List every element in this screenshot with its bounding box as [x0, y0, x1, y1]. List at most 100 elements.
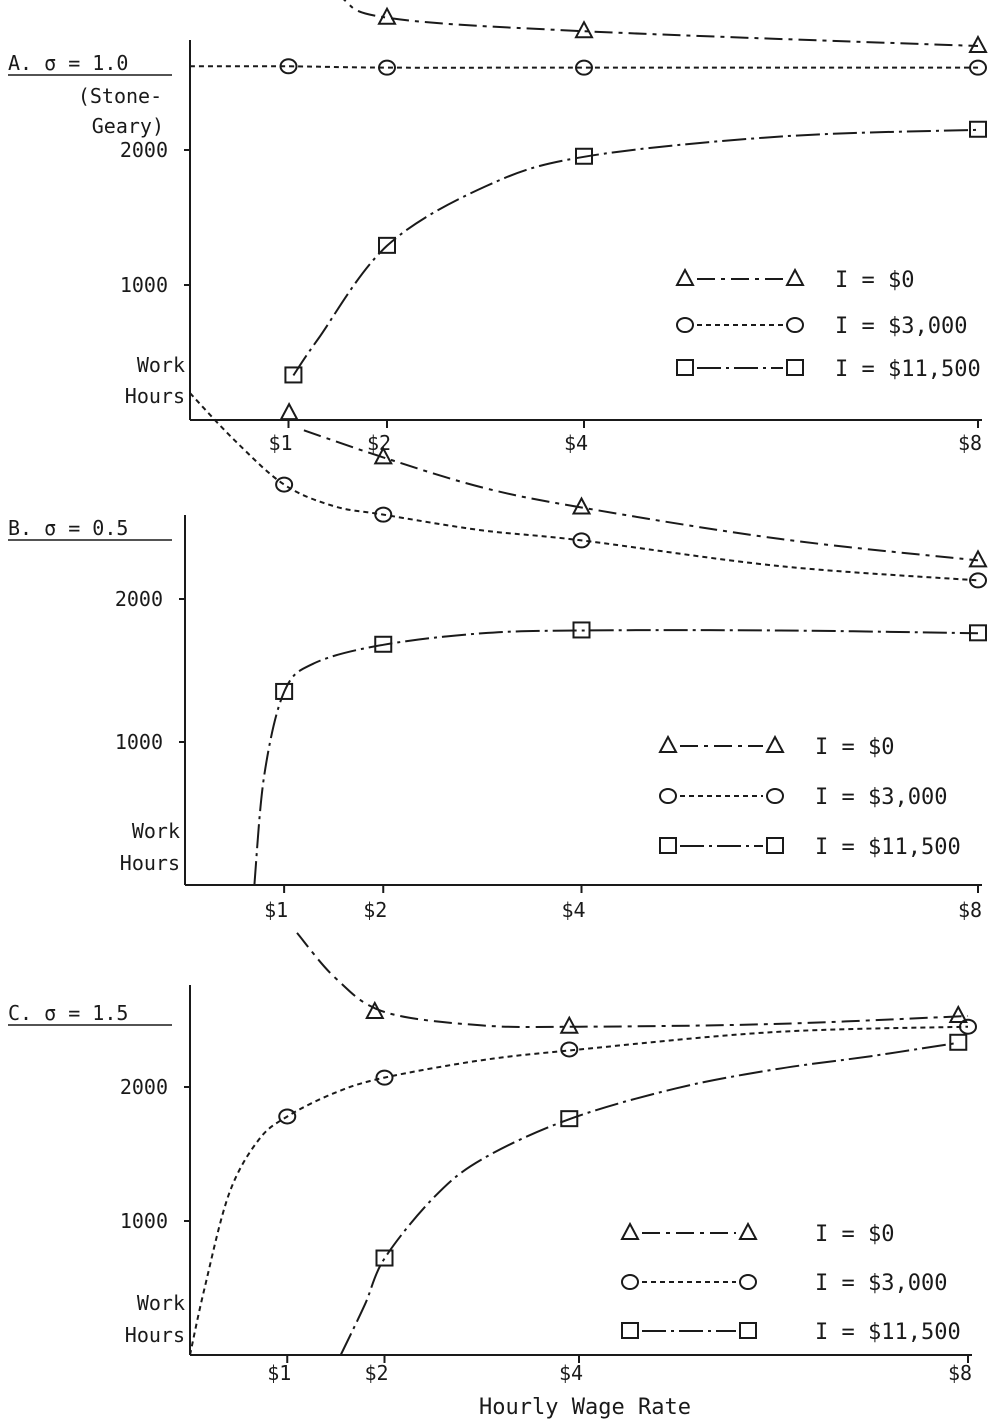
series-I0 — [279, 401, 988, 568]
series-line-I11500 — [339, 1041, 959, 1356]
legend-marker-circle — [621, 1274, 639, 1290]
x-tick-label: $8 — [958, 431, 982, 455]
series-I0 — [296, 932, 969, 1034]
legend-marker-triangle — [738, 1221, 758, 1240]
series-I3000 — [189, 392, 987, 589]
data-point-square — [969, 120, 987, 138]
legend-marker-circle — [786, 317, 804, 333]
series-I3000 — [189, 58, 987, 76]
legend-marker-circle — [676, 317, 694, 333]
legend-marker-triangle — [675, 267, 695, 286]
panel-a: 1000 2000 $1 $2 $4 $8 A. σ = 1.0 (Stone- Geary) W… — [8, 0, 988, 455]
legend-label: I = $11,500 — [815, 1320, 961, 1345]
y-axis-label-line1: Work — [137, 1291, 185, 1315]
data-point-square — [969, 624, 987, 642]
data-point-square — [375, 1249, 394, 1267]
data-point-circle — [275, 476, 294, 493]
legend-marker-square — [739, 1322, 757, 1339]
legend-label: I = $3,000 — [815, 785, 947, 810]
data-point-square — [572, 621, 591, 639]
x-tick-label: $2 — [364, 1361, 388, 1385]
data-point-circle — [969, 59, 987, 76]
data-point-square — [575, 147, 593, 165]
legend-entry-I0: I = $0 — [675, 267, 914, 293]
series-line-I3000 — [189, 65, 978, 69]
series-line-I0 — [342, 0, 979, 47]
data-point-square — [284, 366, 303, 384]
data-point-circle — [374, 506, 393, 523]
data-point-circle — [560, 1041, 579, 1058]
series-line-I0 — [296, 932, 969, 1029]
x-tick-label: $1 — [264, 898, 288, 922]
data-point-circle — [378, 59, 396, 76]
data-point-triangle — [373, 446, 393, 465]
legend-entry-I11500: I = $11,500 — [659, 835, 961, 860]
legend-label: I = $11,500 — [815, 835, 961, 860]
panel-label: B. σ = 0.5 — [8, 516, 128, 540]
data-point-triangle — [559, 1015, 579, 1034]
data-point-square — [275, 682, 294, 700]
data-point-circle — [572, 532, 591, 549]
y-axis-label-line1: Work — [137, 353, 185, 377]
legend-entry-I3000: I = $3,000 — [621, 1271, 947, 1296]
data-point-circle — [575, 59, 593, 76]
legend-marker-square — [786, 359, 804, 376]
y-axis-label-line2: Hours — [125, 384, 185, 408]
data-point-circle — [969, 572, 987, 589]
legend-marker-triangle — [785, 267, 805, 286]
y-tick-label: 2000 — [120, 1075, 168, 1099]
series-line-I11500 — [253, 629, 979, 886]
legend-entry-I0: I = $0 — [620, 1221, 894, 1247]
legend-label: I = $11,500 — [835, 357, 981, 382]
legend-marker-circle — [766, 788, 784, 804]
legend-marker-square — [766, 837, 784, 854]
y-axis-label-line2: Hours — [125, 1323, 185, 1347]
legend-label: I = $0 — [815, 735, 894, 760]
x-tick-label: $2 — [367, 431, 391, 455]
series-line-I3000 — [189, 392, 979, 582]
x-tick-label: $4 — [559, 1361, 583, 1385]
series-I11500 — [284, 120, 987, 384]
legend-marker-square — [621, 1322, 639, 1339]
legend-label: I = $0 — [835, 268, 914, 293]
legend-entry-I11500: I = $11,500 — [676, 357, 981, 382]
x-tick-label: $1 — [267, 1361, 291, 1385]
series-line-I11500 — [292, 128, 979, 376]
panel-label: A. σ = 1.0 — [8, 51, 128, 75]
data-point-square — [378, 236, 396, 254]
legend-label: I = $0 — [815, 1222, 894, 1247]
x-axis-label: Hourly Wage Rate — [479, 1395, 691, 1420]
legend-marker-triangle — [765, 734, 785, 753]
y-tick-label: 1000 — [120, 273, 168, 297]
series-I0 — [342, 0, 988, 54]
data-point-circle — [278, 1108, 297, 1125]
y-tick-label: 1000 — [120, 1209, 168, 1233]
series-I11500 — [339, 1033, 968, 1356]
data-point-circle — [279, 58, 298, 75]
legend-entry-I3000: I = $3,000 — [659, 785, 947, 810]
legend-marker-square — [659, 837, 677, 854]
x-tick-label: $8 — [948, 1361, 972, 1385]
y-tick-label: 1000 — [115, 730, 163, 754]
y-tick-label: 2000 — [115, 587, 163, 611]
y-axis-label-line2: Hours — [120, 851, 180, 875]
data-point-triangle — [968, 34, 988, 54]
data-point-triangle — [365, 1000, 385, 1019]
data-point-triangle — [279, 401, 299, 421]
data-point-triangle — [377, 6, 397, 25]
legend-label: I = $3,000 — [815, 1271, 947, 1296]
data-point-triangle — [571, 496, 592, 515]
legend-marker-triangle — [620, 1221, 640, 1240]
data-point-square — [949, 1033, 968, 1051]
panel-sublabel: Geary) — [92, 114, 164, 138]
x-tick-label: $4 — [564, 431, 588, 455]
data-point-circle — [959, 1018, 977, 1035]
data-point-triangle — [948, 1004, 968, 1023]
legend-entry-I11500: I = $11,500 — [621, 1320, 961, 1345]
legend-marker-circle — [739, 1274, 757, 1290]
series-line-I3000 — [189, 1025, 969, 1356]
panel-label: C. σ = 1.5 — [8, 1001, 128, 1025]
series-line-I0 — [303, 429, 979, 562]
series-I11500 — [253, 621, 987, 886]
